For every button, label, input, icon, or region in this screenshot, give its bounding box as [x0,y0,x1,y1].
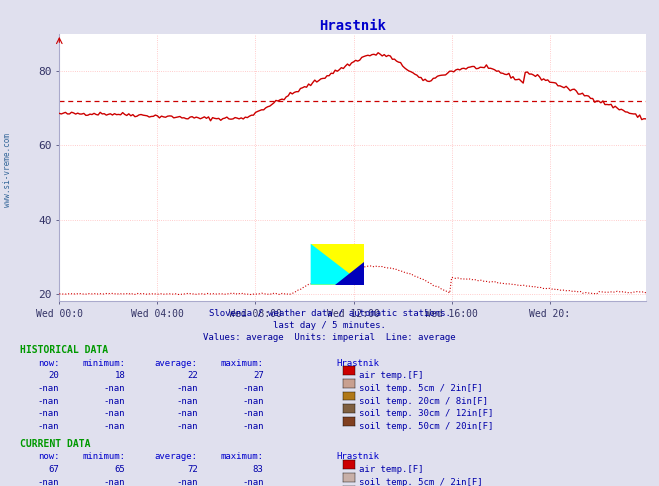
Text: -nan: -nan [242,422,264,431]
Text: -nan: -nan [103,397,125,406]
Text: 65: 65 [115,465,125,474]
Text: air temp.[F]: air temp.[F] [359,371,424,381]
Text: -nan: -nan [38,384,59,393]
Text: CURRENT DATA: CURRENT DATA [20,439,90,449]
Text: Hrastnik: Hrastnik [336,359,379,368]
Text: 18: 18 [115,371,125,381]
Text: -nan: -nan [176,478,198,486]
Text: average:: average: [155,452,198,462]
Text: minimum:: minimum: [82,452,125,462]
Text: last day / 5 minutes.: last day / 5 minutes. [273,321,386,330]
Text: -nan: -nan [242,384,264,393]
Text: air temp.[F]: air temp.[F] [359,465,424,474]
Text: -nan: -nan [103,478,125,486]
Text: minimum:: minimum: [82,359,125,368]
Text: -nan: -nan [176,409,198,418]
Text: now:: now: [38,359,59,368]
Text: -nan: -nan [103,422,125,431]
Text: 27: 27 [253,371,264,381]
Text: soil temp. 20cm / 8in[F]: soil temp. 20cm / 8in[F] [359,397,488,406]
Text: 20: 20 [49,371,59,381]
Text: soil temp. 5cm / 2in[F]: soil temp. 5cm / 2in[F] [359,384,483,393]
Text: 72: 72 [187,465,198,474]
Text: www.si-vreme.com: www.si-vreme.com [3,133,13,207]
Text: -nan: -nan [242,397,264,406]
Text: 83: 83 [253,465,264,474]
Text: Hrastnik: Hrastnik [336,452,379,462]
Polygon shape [310,244,364,285]
Text: -nan: -nan [38,397,59,406]
Text: maximum:: maximum: [221,452,264,462]
Text: -nan: -nan [242,478,264,486]
Text: soil temp. 30cm / 12in[F]: soil temp. 30cm / 12in[F] [359,409,494,418]
Text: soil temp. 5cm / 2in[F]: soil temp. 5cm / 2in[F] [359,478,483,486]
Text: average:: average: [155,359,198,368]
Text: Slovenia / weather data / automatic stations.: Slovenia / weather data / automatic stat… [208,309,451,318]
Polygon shape [335,262,364,285]
Title: Hrastnik: Hrastnik [319,19,386,33]
Text: soil temp. 50cm / 20in[F]: soil temp. 50cm / 20in[F] [359,422,494,431]
Text: -nan: -nan [38,422,59,431]
Bar [310,244,364,285]
Text: -nan: -nan [103,384,125,393]
Text: HISTORICAL DATA: HISTORICAL DATA [20,345,108,355]
Text: -nan: -nan [176,397,198,406]
Text: -nan: -nan [103,409,125,418]
Text: 22: 22 [187,371,198,381]
Text: -nan: -nan [38,409,59,418]
Text: Values: average  Units: imperial  Line: average: Values: average Units: imperial Line: av… [203,333,456,342]
Text: -nan: -nan [242,409,264,418]
Text: now:: now: [38,452,59,462]
Text: -nan: -nan [176,384,198,393]
Text: -nan: -nan [38,478,59,486]
Text: -nan: -nan [176,422,198,431]
Text: maximum:: maximum: [221,359,264,368]
Text: 67: 67 [49,465,59,474]
